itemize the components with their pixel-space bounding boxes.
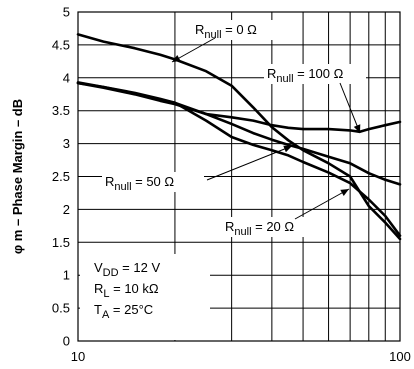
annotation-leader-line	[339, 82, 361, 134]
conditions-background	[80, 254, 210, 340]
annotation-arrowhead	[353, 124, 361, 133]
annotation-label: Rnull = 0 Ω	[195, 22, 257, 41]
annotation-label: Rnull = 50 Ω	[105, 174, 174, 193]
y-tick-label: 3.5	[52, 103, 70, 118]
y-tick-label: 3	[63, 136, 70, 151]
test-condition-label: RL = 10 kΩ	[94, 281, 159, 300]
annotation-background	[264, 64, 366, 84]
annotation-background	[192, 20, 294, 40]
series-lines	[76, 33, 402, 241]
test-conditions: VDD = 12 V RL = 10 kΩ TA = 25°C	[80, 254, 210, 340]
y-tick-label: 2	[63, 202, 70, 217]
annotation-arrowhead	[340, 189, 349, 196]
plot-frame	[77, 11, 401, 342]
y-tick-label: 1	[63, 268, 70, 283]
annotation-arrowhead	[283, 145, 292, 153]
y-axis-label: φ m – Phase Margin – dB	[10, 99, 25, 254]
test-condition-label: TA = 25°C	[94, 302, 153, 321]
test-condition-label: VDD = 12 V	[94, 260, 160, 279]
annotation: Rnull = 0 Ω	[171, 20, 294, 63]
annotation: Rnull = 20 Ω	[222, 188, 350, 238]
x-tick-label: 100	[389, 349, 411, 364]
x-tick-label: 10	[71, 349, 85, 364]
annotation-leader-line	[206, 145, 293, 181]
annotation-leader-line	[171, 37, 216, 63]
y-tick-label: 4.5	[52, 37, 70, 52]
y-tick-label: 1.5	[52, 235, 70, 250]
series-line-rnull-20	[76, 81, 402, 237]
annotation-label: Rnull = 20 Ω	[225, 219, 294, 238]
tick-labels: 0 0.5 1 1.5 2 2.5 3 3.5 4 4.5 5 10 100	[52, 5, 411, 365]
annotation-background	[222, 217, 324, 237]
y-tick-label: 5	[63, 5, 70, 20]
annotation-leader-line	[294, 188, 350, 220]
annotation-arrowhead	[172, 55, 181, 62]
annotation-background	[102, 172, 204, 192]
y-tick-label: 0.5	[52, 301, 70, 316]
annotation-label: Rnull = 100 Ω	[267, 66, 344, 85]
y-tick-label: 0	[63, 334, 70, 349]
annotation: Rnull = 100 Ω	[264, 64, 366, 134]
y-tick-label: 2.5	[52, 169, 70, 184]
annotations: Rnull = 0 Ω Rnull = 100 Ω Rnull = 50 Ω Rnul…	[102, 20, 366, 238]
series-line-rnull-50	[76, 81, 402, 186]
y-tick-label: 4	[63, 70, 70, 85]
annotation: Rnull = 50 Ω	[102, 145, 293, 193]
